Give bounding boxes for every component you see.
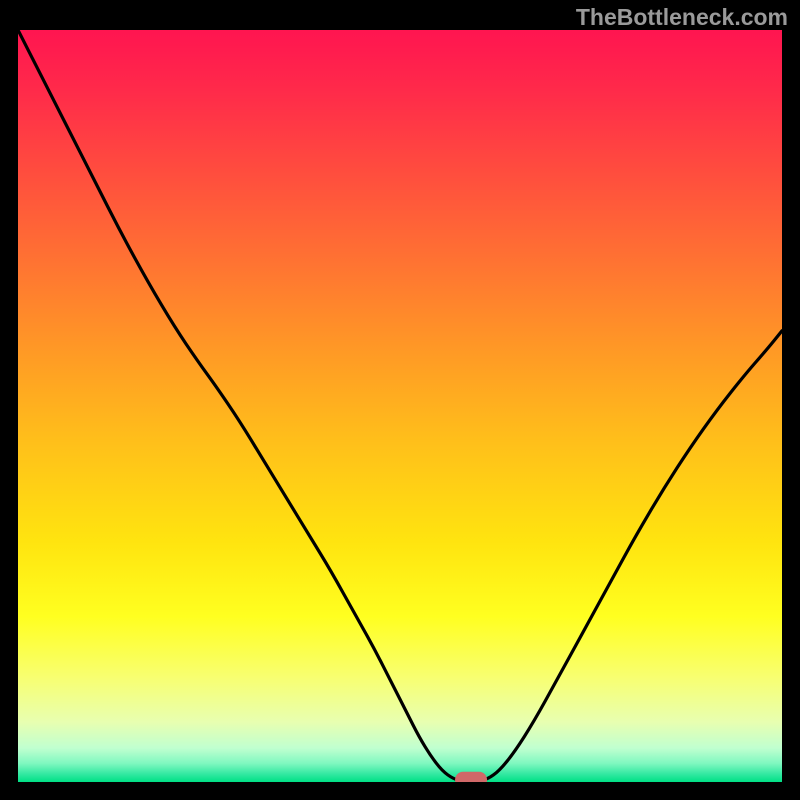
plot-area	[18, 30, 782, 782]
plot-background	[18, 30, 782, 782]
watermark-text: TheBottleneck.com	[576, 4, 788, 31]
plot-svg	[18, 30, 782, 782]
optimum-marker	[455, 772, 487, 782]
chart-stage: TheBottleneck.com	[0, 0, 800, 800]
